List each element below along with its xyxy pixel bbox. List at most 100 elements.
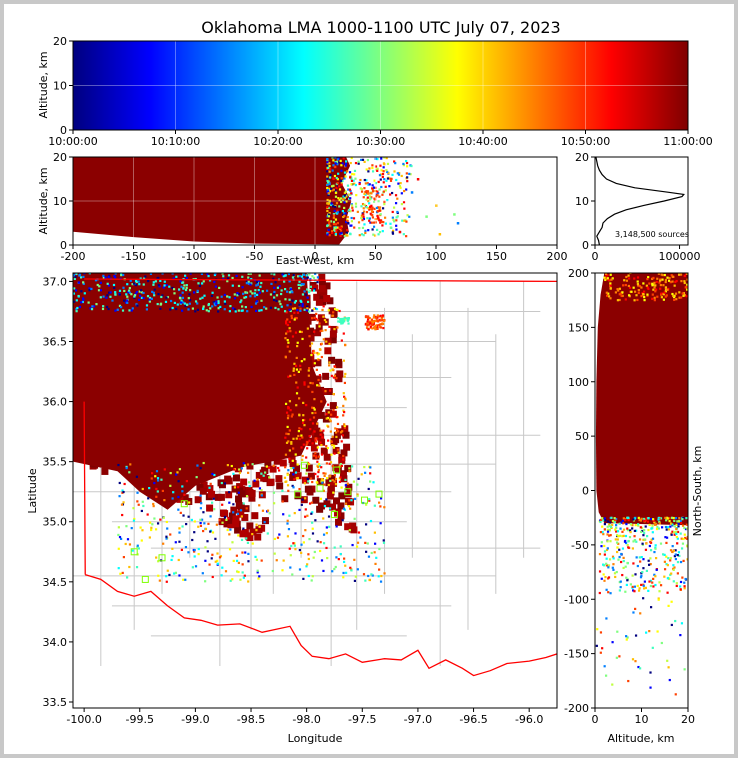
- source-point: [320, 453, 324, 456]
- source-point: [335, 176, 338, 180]
- source-point: [642, 558, 645, 561]
- source-point: [621, 547, 625, 550]
- source-point: [98, 285, 101, 288]
- source-point: [381, 322, 384, 325]
- source-point: [393, 220, 396, 223]
- x-tick-label: 10:10:00: [151, 135, 200, 148]
- source-point: [663, 273, 666, 277]
- source-point: [333, 546, 336, 549]
- source-point: [278, 300, 281, 303]
- source-point: [643, 538, 646, 541]
- source-point: [105, 296, 108, 299]
- source-point: [336, 326, 339, 329]
- source-point: [135, 475, 138, 478]
- source-point: [125, 293, 128, 296]
- source-point: [292, 274, 295, 277]
- source-point: [631, 524, 634, 527]
- source-point: [327, 181, 330, 184]
- source-point: [367, 328, 370, 331]
- source-point: [273, 552, 276, 555]
- source-point: [409, 173, 412, 176]
- source-point: [333, 567, 336, 571]
- source-point: [626, 544, 629, 547]
- source-point: [351, 172, 354, 176]
- histogram-x-ticks: 0 100000: [592, 245, 701, 263]
- source-point: [661, 278, 664, 281]
- source-point: [173, 301, 176, 305]
- source-point: [648, 580, 651, 583]
- source-point: [290, 415, 293, 418]
- source-point: [674, 557, 678, 561]
- source-point: [165, 575, 168, 578]
- source-point: [347, 322, 350, 325]
- source-point: [295, 317, 298, 320]
- source-point: [310, 512, 313, 515]
- source-point: [324, 472, 327, 475]
- source-point: [288, 457, 291, 460]
- source-point: [262, 474, 265, 477]
- source-point: [624, 539, 627, 543]
- source-point: [334, 231, 337, 234]
- source-point: [267, 466, 271, 469]
- source-point: [608, 521, 612, 524]
- source-point: [642, 282, 645, 285]
- source-point: [211, 575, 214, 579]
- source-point: [256, 281, 259, 284]
- source-point: [334, 565, 337, 569]
- source-point: [253, 295, 257, 298]
- source-point: [318, 325, 321, 328]
- source-point: [620, 552, 623, 556]
- source-point: [327, 309, 330, 312]
- source-cell: [326, 492, 334, 500]
- source-point: [317, 455, 320, 458]
- source-point: [207, 310, 210, 313]
- source-point: [649, 686, 652, 689]
- source-point: [172, 491, 175, 494]
- source-point: [298, 437, 301, 441]
- source-point: [342, 571, 345, 575]
- source-point: [326, 233, 329, 236]
- plan-view-panel: -100.0 -99.5 -99.0 -98.5 -98.0 -97.5 -97.0 -96.…: [26, 272, 558, 745]
- source-point: [670, 572, 673, 575]
- lma-station-marker: [344, 488, 352, 496]
- source-point: [313, 316, 316, 319]
- source-point: [338, 198, 341, 201]
- source-point: [328, 507, 332, 510]
- source-point: [320, 342, 323, 345]
- source-point: [292, 437, 295, 440]
- source-point: [75, 310, 78, 313]
- source-point: [300, 551, 303, 554]
- source-point: [320, 559, 324, 562]
- source-point: [664, 295, 667, 298]
- source-point: [604, 674, 608, 677]
- source-point: [637, 289, 640, 292]
- source-point: [341, 209, 344, 213]
- source-point: [376, 326, 379, 329]
- source-point: [643, 529, 646, 532]
- source-point: [133, 294, 137, 297]
- source-point: [379, 164, 382, 167]
- source-point: [664, 278, 668, 282]
- source-point: [616, 546, 619, 549]
- source-point: [338, 309, 341, 313]
- source-point: [228, 533, 231, 536]
- source-point: [157, 479, 160, 482]
- source-point: [363, 192, 366, 196]
- source-point: [633, 585, 637, 588]
- source-point: [666, 269, 668, 271]
- source-point: [169, 299, 173, 303]
- source-point: [196, 289, 199, 292]
- source-cell: [260, 474, 268, 482]
- source-point: [624, 270, 626, 272]
- source-point: [619, 560, 623, 564]
- source-point: [607, 295, 611, 298]
- source-point: [615, 269, 617, 271]
- source-point: [337, 161, 341, 164]
- source-point: [96, 283, 99, 287]
- source-point: [335, 377, 338, 380]
- source-point: [330, 413, 333, 416]
- source-cell: [227, 521, 235, 529]
- source-point: [181, 485, 184, 488]
- source-cell: [196, 483, 204, 491]
